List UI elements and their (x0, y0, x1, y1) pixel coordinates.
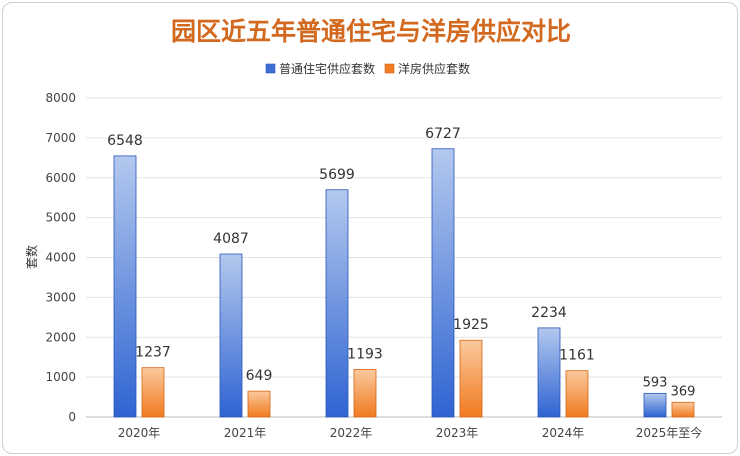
legend-label-villa: 洋房供应套数 (398, 61, 470, 76)
y-axis-ticks: 0 1000 2000 3000 4000 5000 6000 7000 8000 (45, 91, 76, 424)
chart-title: 园区近五年普通住宅与洋房供应对比 (171, 17, 571, 46)
legend-swatch-residential (265, 63, 276, 74)
bar-residential (219, 253, 243, 418)
y-axis-label: 套数 (24, 245, 39, 269)
x-tick-label: 2023年 (436, 426, 479, 440)
bar-villa (459, 339, 483, 418)
y-tick-label: 3000 (45, 290, 76, 304)
legend-label-residential: 普通住宅供应套数 (279, 61, 375, 76)
bar-villa (565, 370, 589, 418)
data-label-residential: 2234 (531, 305, 567, 321)
y-tick-label: 2000 (45, 330, 76, 344)
data-labels: 6548 1237 4087 649 5699 1193 6727 1925 2234 1161 5… (107, 126, 695, 400)
data-label-residential: 4087 (213, 231, 249, 247)
x-axis-ticks: 2020年 2021年 2022年 2023年 2024年 2025年至今 (118, 425, 703, 440)
data-label-residential: 6548 (107, 133, 143, 149)
y-tick-label: 4000 (45, 251, 76, 265)
x-tick-label: 2025年至今 (636, 425, 703, 440)
y-tick-label: 1000 (45, 370, 76, 384)
legend-swatch-villa (384, 63, 395, 74)
data-label-villa: 369 (671, 384, 696, 399)
gridlines (86, 97, 722, 418)
bar-villa (353, 369, 377, 418)
data-label-residential: 593 (643, 375, 668, 390)
bars (113, 148, 695, 418)
bar-residential (643, 392, 667, 418)
data-label-villa: 1161 (559, 348, 595, 364)
data-label-villa: 1193 (347, 346, 383, 362)
data-label-residential: 6727 (425, 126, 461, 142)
data-label-villa: 1237 (135, 345, 171, 361)
x-tick-label: 2021年 (224, 426, 267, 440)
x-tick-label: 2024年 (542, 426, 585, 440)
data-label-residential: 5699 (319, 167, 355, 183)
y-tick-label: 8000 (45, 91, 76, 105)
bar-residential (113, 155, 137, 418)
bar-villa (671, 401, 695, 418)
bar-villa (141, 367, 165, 418)
data-label-villa: 1925 (453, 317, 489, 333)
data-label-villa: 649 (246, 368, 273, 384)
y-tick-label: 0 (68, 410, 76, 424)
bar-residential (537, 327, 561, 418)
x-tick-label: 2020年 (118, 426, 161, 440)
bar-villa (247, 390, 271, 418)
y-tick-label: 6000 (45, 171, 76, 185)
bar-residential (431, 148, 455, 418)
y-tick-label: 5000 (45, 211, 76, 225)
legend: 普通住宅供应套数 洋房供应套数 (265, 61, 470, 76)
bar-residential (325, 189, 349, 418)
x-tick-label: 2022年 (330, 426, 373, 440)
y-tick-label: 7000 (45, 131, 76, 145)
